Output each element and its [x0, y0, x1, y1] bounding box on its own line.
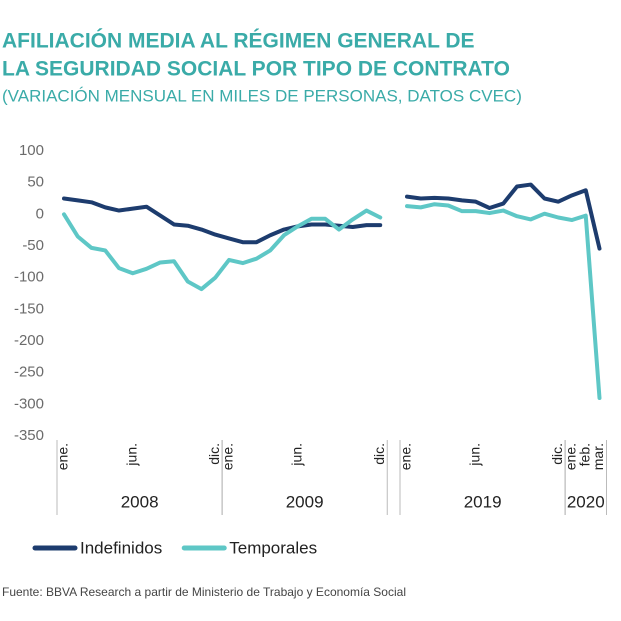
x-tick-label: feb. [576, 443, 592, 466]
x-tick-label: jun. [123, 443, 139, 467]
group-label: 2009 [286, 492, 324, 511]
chart-subtitle: (VARIACIÓN MENSUAL EN MILES DE PERSONAS,… [2, 86, 522, 105]
x-tick-label: ene. [563, 443, 579, 470]
y-tick-label: -250 [14, 364, 44, 381]
y-tick-label: 100 [19, 142, 44, 159]
y-tick-label: -50 [22, 237, 44, 254]
x-tick-label: ene. [55, 443, 71, 470]
x-tick-label: ene. [220, 443, 236, 470]
group-label: 2008 [121, 492, 159, 511]
legend-label: Indefinidos [80, 538, 162, 557]
y-tick-label: -100 [14, 269, 44, 286]
x-tick-label: mar. [590, 443, 606, 470]
series-line [405, 182, 602, 251]
x-tick-label: dic. [206, 443, 222, 465]
x-tick-label: dic. [371, 443, 387, 465]
x-tick-label: jun. [466, 443, 482, 467]
series-line [62, 208, 383, 292]
group-label: 2020 [567, 492, 605, 511]
y-tick-label: -200 [14, 332, 44, 349]
y-tick-label: 50 [27, 174, 44, 191]
y-tick-label: -150 [14, 300, 44, 317]
x-tick-label: ene. [398, 443, 414, 470]
legend-label: Temporales [229, 538, 317, 557]
chart-title: LA SEGURIDAD SOCIAL POR TIPO DE CONTRATO [2, 58, 510, 81]
y-tick-label: 0 [36, 205, 44, 222]
x-tick-label: jun. [288, 443, 304, 467]
x-tick-label: dic. [549, 443, 565, 465]
series-line [62, 196, 383, 245]
source: Fuente: BBVA Research a partir de Minist… [2, 585, 406, 599]
chart-title: AFILIACIÓN MEDIA AL RÉGIMEN GENERAL DE [2, 29, 475, 53]
group-label: 2019 [464, 492, 502, 511]
y-tick-label: -350 [14, 427, 44, 444]
series-line [405, 202, 602, 400]
y-tick-label: -300 [14, 395, 44, 412]
